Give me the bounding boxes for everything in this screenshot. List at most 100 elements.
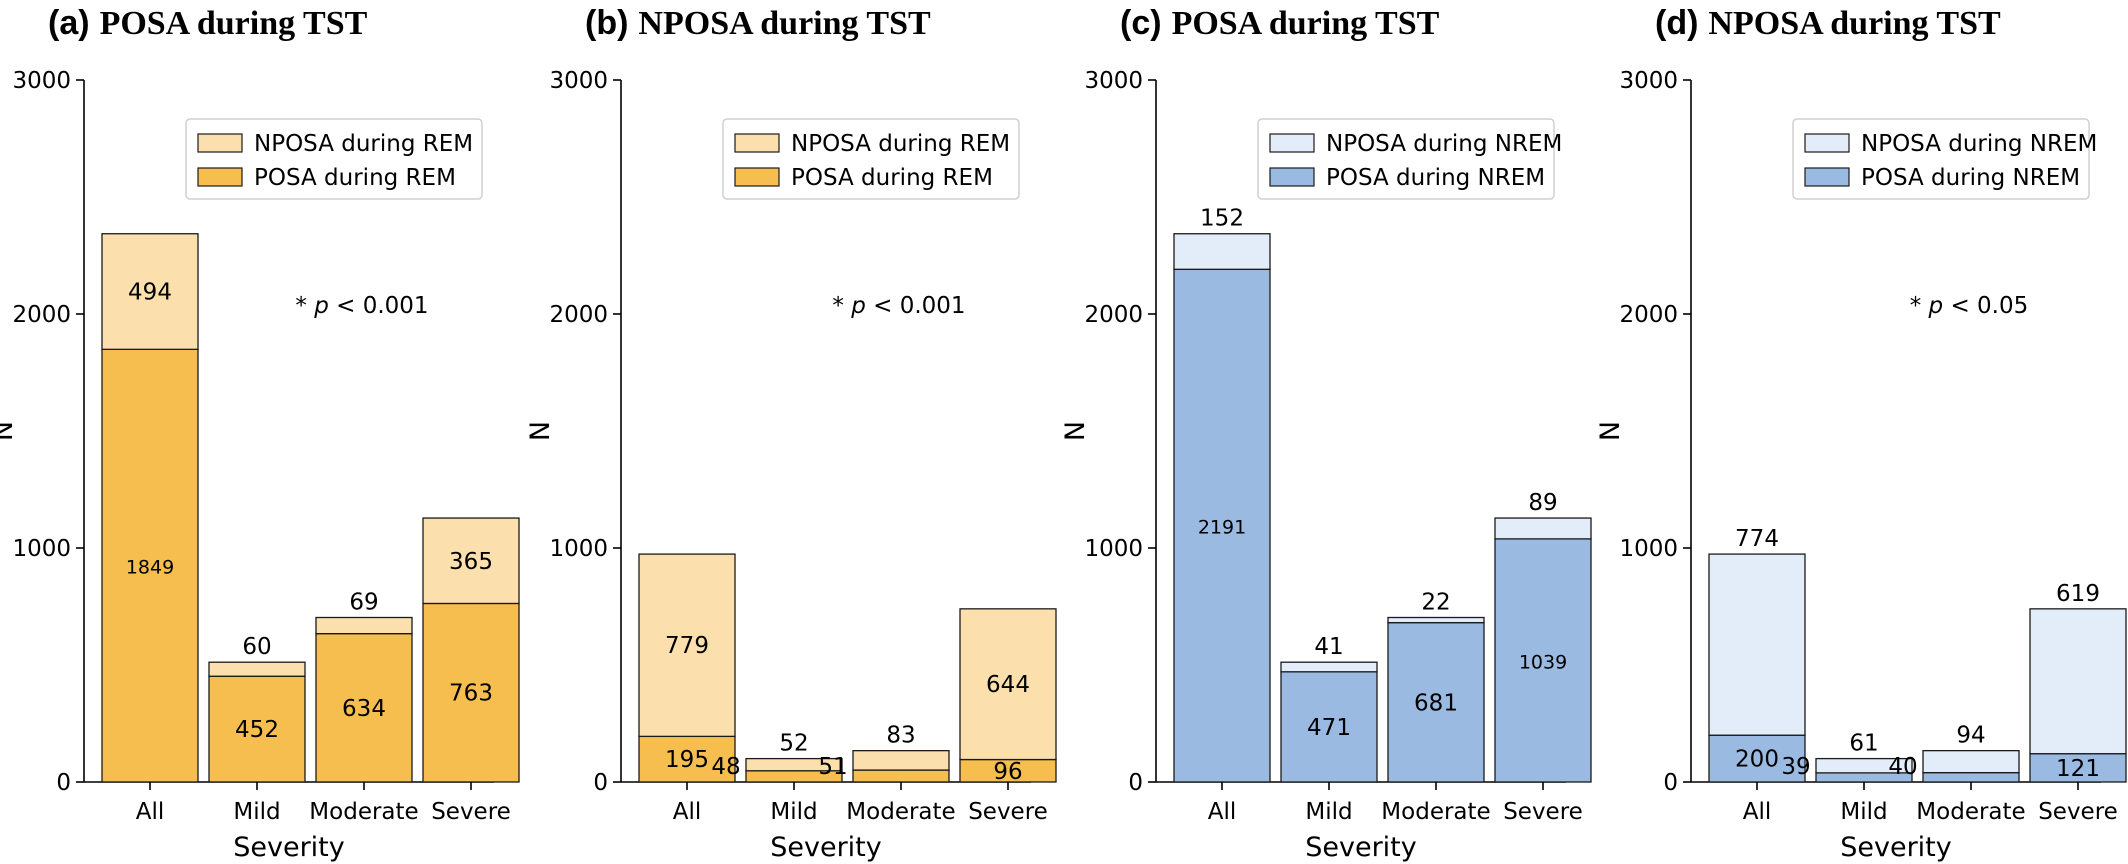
legend-frame: [722, 118, 1020, 200]
data-label: 763: [449, 681, 493, 707]
y-tick-label: 3000: [1619, 68, 1678, 94]
legend-swatch-posa: [1804, 167, 1850, 187]
data-label: 644: [986, 672, 1030, 698]
y-tick-label: 1000: [549, 536, 608, 562]
bar-nrem-posa: [1922, 771, 2020, 783]
panel-title: (a) POSA during TST: [48, 4, 368, 42]
panel-letter: (c): [1120, 4, 1162, 42]
x-tick-label: All: [136, 799, 165, 825]
legend-label-nposa: NPOSA during NREM: [1326, 131, 1562, 157]
legend-swatch-nposa: [1269, 133, 1315, 153]
data-label: 471: [1307, 715, 1351, 741]
significance-annotation: * p < 0.001: [832, 293, 965, 319]
data-label: 94: [1956, 723, 1985, 749]
data-label: 494: [128, 280, 172, 306]
y-axis-label: N: [0, 421, 19, 441]
bar-rem-posa: [315, 632, 413, 783]
annotation-prefix: *: [1910, 293, 1929, 319]
chart-panel-d: (d) NPOSA during TST 0 1000 2000 3000 N Severit…: [1595, 4, 2127, 863]
data-label: 681: [1414, 690, 1458, 716]
bar-nrem-nposa: [1922, 749, 2020, 774]
x-tick-label: Severe: [1503, 799, 1583, 825]
y-tick-label: 1000: [1619, 536, 1678, 562]
data-label: 2191: [1198, 517, 1246, 539]
data-label: 52: [779, 731, 808, 757]
legend-label-posa: POSA during REM: [254, 165, 456, 191]
bar-nrem-nposa: [1387, 616, 1485, 624]
legend-label-posa: POSA during NREM: [1861, 165, 2080, 191]
panel-title-text: NPOSA during TST: [1708, 5, 2001, 42]
data-label: 774: [1735, 526, 1779, 552]
x-axis-label: Severity: [1840, 832, 1952, 863]
x-tick-label: All: [673, 799, 702, 825]
y-tick-label: 2000: [1084, 302, 1143, 328]
y-axis-label: N: [1060, 421, 1091, 441]
legend: NPOSA during REM POSA during REM: [185, 118, 483, 200]
y-tick-label: 3000: [1084, 68, 1143, 94]
bar-rem-nposa: [638, 553, 736, 738]
data-label: 1039: [1519, 651, 1567, 673]
chart-panel-b: (b) NPOSA during TST 0 1000 2000 3000 N Severit…: [525, 4, 1057, 863]
data-label: 89: [1528, 490, 1557, 516]
data-label: 96: [993, 759, 1022, 785]
x-tick-label: All: [1743, 799, 1772, 825]
x-axis-label: Severity: [233, 832, 345, 863]
x-tick-label: All: [1208, 799, 1237, 825]
bar-nrem-nposa: [1708, 553, 1806, 736]
y-tick-label: 3000: [549, 68, 608, 94]
panel-letter: (a): [48, 4, 90, 42]
bar-nrem-nposa: [1173, 233, 1271, 270]
bar-rem-nposa: [745, 757, 843, 772]
data-label: 121: [2056, 756, 2100, 782]
legend-swatch-nposa: [1804, 133, 1850, 153]
bar-rem-posa: [208, 675, 306, 783]
data-label: 22: [1421, 589, 1450, 615]
annotation-p-symbol: p: [1928, 293, 1944, 319]
x-tick-label: Mild: [770, 799, 817, 825]
annotation-value: < 0.001: [866, 293, 966, 319]
panel-title-text: NPOSA during TST: [638, 5, 931, 42]
x-tick-label: Moderate: [1916, 799, 2025, 825]
legend-frame: [1257, 118, 1555, 200]
panel-title: (d) NPOSA during TST: [1655, 4, 2001, 42]
x-tick-label: Mild: [233, 799, 280, 825]
annotation-p-symbol: p: [850, 293, 866, 319]
data-label: 195: [665, 747, 709, 773]
y-tick-label: 0: [1128, 770, 1143, 796]
x-axis-label: Severity: [1305, 832, 1417, 863]
bar-rem-nposa: [101, 233, 199, 350]
legend-label-nposa: NPOSA during REM: [791, 131, 1010, 157]
legend: NPOSA during NREM POSA during NREM: [1792, 118, 2097, 200]
panel-title-text: POSA during TST: [1172, 5, 1440, 42]
bar-rem-posa: [638, 735, 736, 783]
bar-rem-nposa: [315, 616, 413, 635]
y-tick-label: 2000: [549, 302, 608, 328]
data-label: 365: [449, 549, 493, 575]
panel-letter: (d): [1655, 4, 1698, 42]
data-label: 619: [2056, 581, 2100, 607]
x-axis-label: Severity: [770, 832, 882, 863]
legend: NPOSA during REM POSA during REM: [722, 118, 1020, 200]
significance-annotation: * p < 0.001: [295, 293, 428, 319]
y-axis-label: N: [1595, 421, 1626, 441]
data-label: 61: [1849, 731, 1878, 757]
x-tick-label: Severe: [968, 799, 1048, 825]
bar-nrem-posa: [1494, 538, 1592, 783]
legend: NPOSA during NREM POSA during NREM: [1257, 118, 1562, 200]
data-label: 452: [235, 717, 279, 743]
bar-rem-posa: [852, 769, 950, 783]
data-label: 69: [349, 589, 378, 615]
bar-nrem-posa: [1708, 734, 1806, 783]
x-tick-label: Severe: [2038, 799, 2118, 825]
y-axis-label: N: [525, 421, 556, 441]
legend-label-nposa: NPOSA during NREM: [1861, 131, 2097, 157]
data-label: 51: [818, 754, 847, 780]
data-label: 60: [242, 634, 271, 660]
data-label: 200: [1735, 747, 1779, 773]
bar-rem-nposa: [208, 661, 306, 677]
legend-swatch-nposa: [197, 133, 243, 153]
bar-nrem-posa: [1280, 671, 1378, 783]
bar-nrem-posa: [1173, 268, 1271, 783]
bar-nrem-nposa: [1815, 757, 1913, 774]
